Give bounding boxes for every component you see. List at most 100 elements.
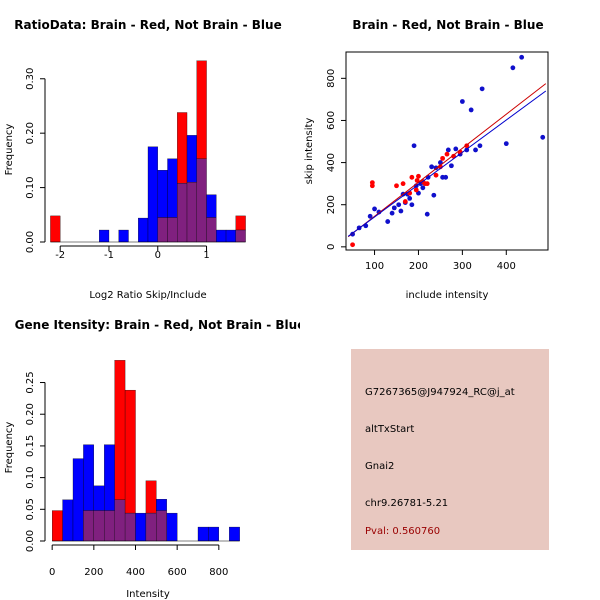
bar-brain: [235, 215, 246, 231]
point-brain: [350, 242, 355, 248]
point-not-brain: [453, 146, 459, 152]
bar-overlap: [104, 510, 115, 542]
bar-overlap: [157, 217, 168, 243]
x-tick-label: 0: [49, 567, 55, 578]
bar-not-brain: [104, 444, 115, 511]
x-tick-label: 400: [497, 261, 516, 272]
y-tick-label: 0.00: [25, 231, 36, 253]
bar-not-brain: [197, 526, 209, 542]
x-tick-label: -1: [104, 250, 114, 261]
bar-overlap: [186, 181, 197, 243]
point-not-brain: [396, 202, 402, 208]
bar-not-brain: [157, 170, 168, 218]
y-tick-label: 0.20: [25, 122, 36, 144]
x-tick-label: 800: [209, 567, 228, 578]
bar-not-brain: [225, 229, 236, 243]
y-tick-label: 400: [326, 153, 337, 172]
bar-overlap: [83, 510, 94, 542]
point-brain: [394, 183, 399, 189]
bar-not-brain: [135, 512, 147, 542]
y-tick-label: 0.30: [25, 68, 36, 90]
chart-title: Brain - Red, Not Brain - Blue: [352, 18, 543, 32]
point-not-brain: [411, 143, 417, 149]
gene-intensity-histogram: Gene Itensity: Brain - Red, Not Brain - …: [4, 318, 300, 600]
x-tick-label: 300: [453, 261, 472, 272]
point-brain: [440, 155, 446, 161]
y-tick-label: 0.00: [25, 530, 36, 552]
bar-not-brain: [83, 444, 94, 511]
bar-brain: [50, 215, 61, 243]
point-brain: [409, 174, 415, 180]
x-tick-label: -2: [55, 250, 65, 261]
point-not-brain: [443, 174, 449, 180]
point-brain: [444, 151, 450, 157]
y-tick-label: 0.15: [25, 435, 36, 457]
chromosome-location: chr9.26781-5.21: [365, 498, 449, 509]
point-not-brain: [429, 164, 435, 170]
bar-overlap: [196, 158, 207, 243]
bar-not-brain: [72, 458, 84, 542]
x-tick-label: 600: [168, 567, 187, 578]
point-not-brain: [503, 141, 509, 147]
bar-brain: [52, 510, 63, 542]
x-tick-label: 0: [155, 250, 161, 261]
bar-not-brain: [166, 512, 178, 542]
point-not-brain: [420, 185, 426, 191]
point-not-brain: [407, 195, 413, 201]
gene-name: Gnai2: [365, 461, 395, 472]
bar-not-brain: [118, 229, 129, 243]
bar-brain: [114, 360, 126, 500]
point-not-brain: [367, 213, 373, 219]
y-axis-label: Frequency: [4, 422, 15, 474]
point-brain: [413, 187, 419, 193]
point-not-brain: [479, 86, 485, 92]
chart-title: Gene Itensity: Brain - Red, Not Brain - …: [15, 318, 300, 332]
point-not-brain: [372, 206, 377, 212]
x-tick-label: 400: [126, 567, 145, 578]
bar-not-brain: [186, 135, 197, 183]
bar-overlap: [145, 512, 157, 542]
point-brain: [414, 178, 420, 183]
y-tick-label: 200: [326, 195, 337, 214]
x-tick-label: 200: [409, 261, 428, 272]
bar-overlap: [114, 499, 126, 542]
bar-not-brain: [206, 194, 217, 218]
point-not-brain: [445, 147, 451, 153]
point-brain: [402, 199, 408, 204]
bar-not-brain: [93, 485, 105, 511]
point-not-brain: [385, 219, 391, 224]
bar-not-brain: [147, 146, 158, 243]
x-axis-label: Log2 Ratio Skip/Include: [89, 290, 206, 300]
point-not-brain: [459, 99, 465, 104]
bar-not-brain: [229, 526, 240, 542]
point-not-brain: [398, 208, 404, 214]
x-axis-label: include intensity: [406, 290, 489, 300]
y-axis-label: skip intensity: [304, 118, 315, 185]
point-not-brain: [540, 134, 546, 140]
bar-not-brain: [99, 229, 110, 243]
y-tick-label: 0.05: [25, 498, 36, 520]
point-not-brain: [391, 205, 397, 211]
bar-overlap: [177, 183, 188, 243]
point-not-brain: [473, 147, 478, 153]
x-tick-label: 200: [84, 567, 103, 578]
x-tick-label: 1: [203, 250, 209, 261]
bar-overlap: [124, 512, 136, 542]
x-axis-label: Intensity: [126, 589, 170, 600]
point-brain: [433, 172, 439, 178]
y-tick-label: 0: [326, 244, 337, 250]
point-not-brain: [424, 211, 430, 217]
y-tick-label: 0.10: [25, 466, 36, 488]
bar-overlap: [235, 229, 246, 243]
bar-overlap: [206, 217, 217, 243]
point-not-brain: [409, 202, 415, 208]
point-brain: [369, 180, 375, 185]
bar-overlap: [156, 510, 167, 542]
intensity-scatter-plot: Brain - Red, Not Brain - Blue include int…: [304, 18, 549, 300]
ratio-histogram: RatioData: Brain - Red, Not Brain - Blue…: [4, 18, 282, 300]
bar-overlap: [167, 217, 178, 243]
y-tick-label: 800: [326, 69, 337, 88]
y-tick-label: 0.25: [25, 371, 36, 393]
bar-brain: [124, 389, 136, 514]
point-not-brain: [431, 192, 437, 198]
